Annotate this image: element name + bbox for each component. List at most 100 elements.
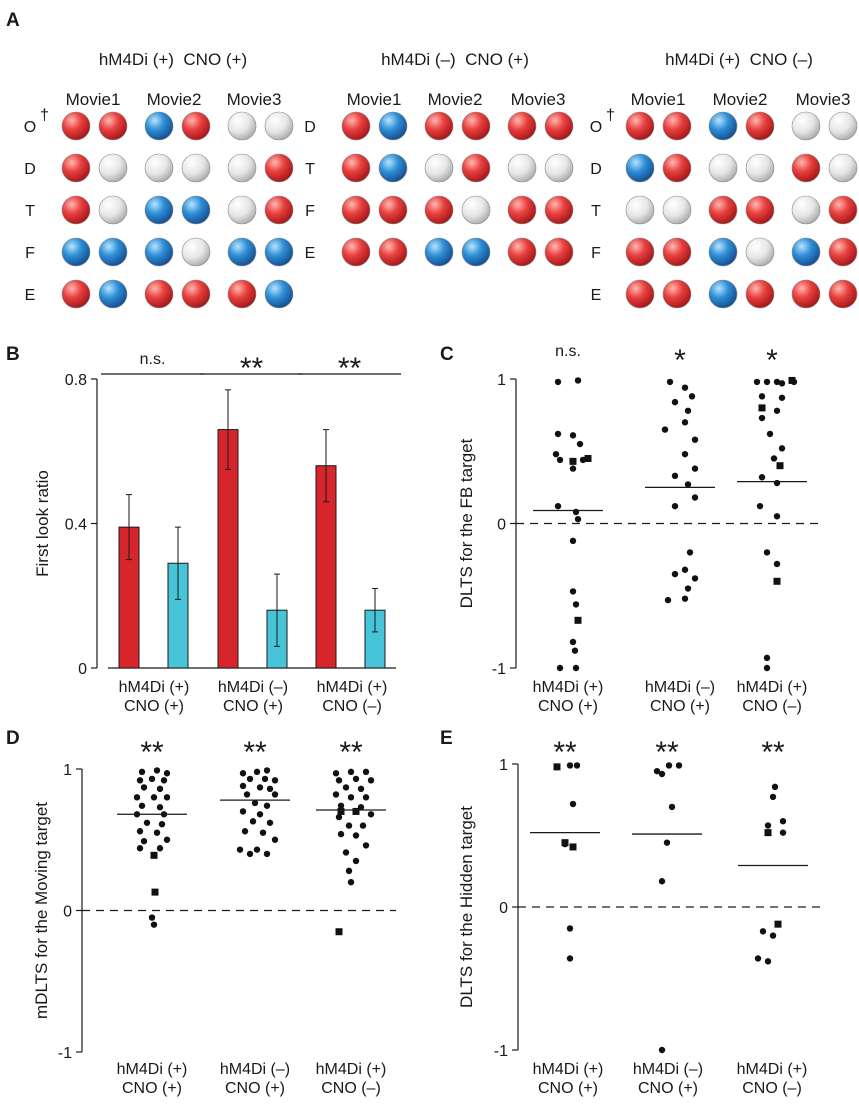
row-label: F <box>305 203 315 220</box>
data-point <box>779 445 785 451</box>
blue-ball <box>62 238 90 266</box>
data-point <box>164 794 170 800</box>
data-point <box>157 845 163 851</box>
condition-group-2: hM4Di (–) CNO (+) Movie1 Movie2 Movie3 D… <box>304 50 573 266</box>
data-point <box>759 393 765 399</box>
red-ball <box>663 280 691 308</box>
red-ball <box>462 112 490 140</box>
data-point <box>346 868 352 874</box>
data-point <box>771 455 777 461</box>
data-point <box>570 538 576 544</box>
category-label: CNO (–) <box>742 1080 802 1097</box>
gray-ball <box>829 154 857 182</box>
data-point-square <box>570 843 577 850</box>
data-point <box>348 879 354 885</box>
data-point <box>343 849 349 855</box>
red-ball <box>709 196 737 224</box>
data-point <box>570 432 576 438</box>
gray-ball <box>99 196 127 224</box>
category-label: hM4Di (+) <box>317 679 388 696</box>
y-tick-label: 0 <box>63 904 72 921</box>
gray-ball <box>228 196 256 224</box>
data-point <box>664 839 670 845</box>
data-point <box>760 928 766 934</box>
data-point <box>780 829 786 835</box>
data-point-square <box>575 617 582 624</box>
data-point <box>692 575 698 581</box>
panel-c-scatter: -101DLTS for the FB targetn.s. * *hM4Di (+… <box>457 343 820 715</box>
movie-label: Movie3 <box>511 90 566 109</box>
panel-a-ball-grid: hM4Di (+) CNO (+) Movie1 Movie2 Movie3 O… <box>24 50 857 308</box>
blue-ball <box>145 238 173 266</box>
blue-ball <box>379 112 407 140</box>
data-point <box>151 794 157 800</box>
red-ball <box>508 112 536 140</box>
data-point <box>368 811 374 817</box>
data-point <box>264 803 270 809</box>
data-point <box>338 831 344 837</box>
red-ball <box>62 154 90 182</box>
blue-ball <box>709 238 737 266</box>
data-point-square <box>777 462 784 469</box>
category-label: hM4Di (+) <box>316 1061 387 1078</box>
row-label: F <box>591 245 601 262</box>
category-label: hM4Di (–) <box>218 679 288 696</box>
row-label: O <box>590 119 602 136</box>
category-label: hM4Di (+) <box>117 1061 188 1078</box>
data-point <box>267 820 273 826</box>
gray-ball <box>228 112 256 140</box>
blue-ball <box>709 112 737 140</box>
data-point <box>770 932 776 938</box>
red-ball <box>746 112 774 140</box>
gray-ball <box>663 196 691 224</box>
data-point <box>149 914 155 920</box>
red-ball <box>792 280 820 308</box>
category-label: hM4Di (+) <box>533 679 604 696</box>
data-point-square <box>353 808 360 815</box>
red-ball <box>829 280 857 308</box>
red-ball <box>829 196 857 224</box>
blue-ball <box>182 196 210 224</box>
data-point <box>353 776 359 782</box>
category-label: CNO (+) <box>650 698 710 715</box>
red-ball <box>342 196 370 224</box>
data-point <box>772 784 778 790</box>
data-point-square <box>338 808 345 815</box>
data-point <box>567 955 573 961</box>
data-point <box>348 769 354 775</box>
data-point <box>154 829 160 835</box>
data-point <box>260 829 266 835</box>
movie-label: Movie2 <box>428 90 483 109</box>
y-tick-label: 0 <box>499 900 508 917</box>
data-point <box>257 784 263 790</box>
condition-title: hM4Di (–) CNO (+) <box>381 50 529 69</box>
row-label: T <box>305 161 315 178</box>
data-point <box>149 776 155 782</box>
blue-ball <box>228 238 256 266</box>
data-point <box>151 921 157 927</box>
data-point <box>240 770 246 776</box>
red-ball <box>508 196 536 224</box>
blue-ball <box>265 238 293 266</box>
red-ball <box>265 154 293 182</box>
data-point <box>557 665 563 671</box>
panel-d-scatter: -101mDLTS for the Moving target** ** **hM4… <box>32 736 396 1097</box>
blue-ball <box>145 112 173 140</box>
movie-label: Movie1 <box>66 90 121 109</box>
data-point <box>685 585 691 591</box>
red-ball <box>545 238 573 266</box>
red-ball <box>62 196 90 224</box>
blue-ball <box>626 154 654 182</box>
significance-label: ** <box>240 352 264 385</box>
red-ball <box>379 238 407 266</box>
data-point <box>759 474 765 480</box>
data-point <box>237 846 243 852</box>
data-point <box>755 955 761 961</box>
data-point <box>573 665 579 671</box>
data-point <box>759 415 765 421</box>
condition-group-1: hM4Di (+) CNO (+) Movie1 Movie2 Movie3 O… <box>24 50 293 308</box>
significance-label: n.s. <box>140 351 166 368</box>
data-point <box>157 804 163 810</box>
data-point <box>659 1047 665 1053</box>
category-label: CNO (+) <box>223 698 283 715</box>
